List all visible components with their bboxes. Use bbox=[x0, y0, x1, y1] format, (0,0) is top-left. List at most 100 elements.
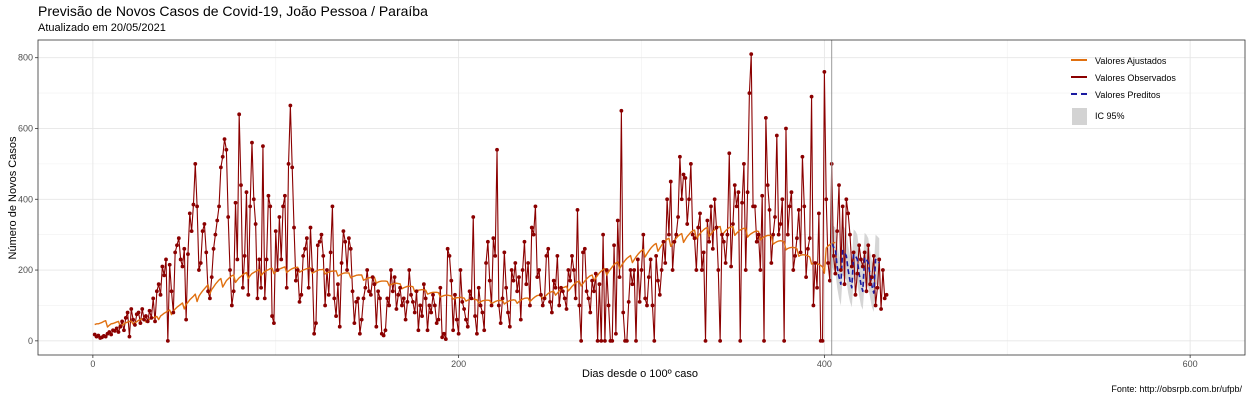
observed-point bbox=[873, 303, 878, 308]
grid-lines bbox=[38, 40, 1245, 355]
observed-point bbox=[440, 335, 445, 340]
observed-point bbox=[551, 278, 556, 283]
observed-point bbox=[235, 257, 240, 262]
observed-point bbox=[725, 232, 730, 237]
observed-point bbox=[524, 282, 529, 287]
observed-point bbox=[485, 239, 490, 244]
observed-point bbox=[723, 261, 728, 265]
observed-point bbox=[398, 285, 402, 290]
legend-key-ajustados bbox=[1070, 52, 1088, 69]
observed-point bbox=[392, 275, 397, 280]
observed-point bbox=[244, 190, 249, 195]
observed-point bbox=[489, 303, 494, 308]
observed-point bbox=[657, 292, 662, 297]
observed-point bbox=[502, 250, 507, 255]
legend-label-ajustados: Valores Ajustados bbox=[1095, 55, 1167, 66]
observed-point bbox=[420, 314, 424, 318]
observed-point bbox=[507, 324, 512, 329]
observed-point bbox=[304, 236, 309, 241]
observed-point bbox=[175, 243, 179, 248]
y-tick-label: 600 bbox=[18, 123, 33, 133]
observed-point bbox=[577, 303, 582, 308]
observed-point bbox=[370, 275, 375, 280]
observed-point bbox=[142, 317, 146, 322]
observed-point bbox=[118, 324, 123, 329]
observed-point bbox=[650, 303, 655, 308]
observed-point bbox=[531, 232, 536, 237]
observed-point bbox=[798, 250, 803, 255]
observed-point bbox=[209, 275, 214, 280]
observed-point bbox=[560, 289, 565, 294]
observed-point bbox=[584, 289, 589, 294]
observed-point bbox=[694, 268, 699, 272]
observed-point bbox=[784, 126, 788, 131]
observed-point bbox=[109, 332, 114, 337]
observed-point bbox=[475, 331, 479, 336]
observed-point bbox=[286, 161, 291, 166]
observed-point bbox=[566, 268, 571, 272]
observed-point bbox=[599, 338, 604, 343]
legend-label-ic95: IC 95% bbox=[1095, 111, 1125, 121]
observed-point bbox=[665, 197, 669, 202]
observed-point bbox=[310, 268, 315, 272]
observed-point bbox=[401, 296, 406, 301]
observed-point bbox=[752, 204, 757, 209]
observed-point bbox=[687, 197, 691, 202]
observed-point bbox=[407, 268, 412, 272]
observed-point bbox=[345, 268, 349, 272]
y-tick-label: 800 bbox=[18, 53, 33, 63]
observed-point bbox=[734, 204, 739, 209]
chart-subtitle: Atualizado em 20/05/2021 bbox=[38, 22, 166, 34]
legend-label-preditos: Valores Preditos bbox=[1095, 89, 1161, 100]
observed-point bbox=[513, 261, 518, 265]
observed-point bbox=[264, 257, 269, 262]
observed-point bbox=[769, 261, 774, 265]
observed-point bbox=[312, 331, 317, 336]
observed-point bbox=[416, 328, 421, 333]
observed-point bbox=[315, 243, 320, 248]
observed-point bbox=[749, 52, 754, 57]
observed-point bbox=[222, 137, 227, 142]
observed-point bbox=[447, 254, 452, 258]
observed-point bbox=[405, 300, 410, 304]
observed-point bbox=[213, 232, 218, 237]
observed-point bbox=[559, 285, 563, 290]
observed-point bbox=[411, 300, 415, 304]
observed-point bbox=[745, 190, 750, 195]
observed-point bbox=[851, 250, 856, 255]
chart-title: Previsão de Novos Casos de Covid-19, Joã… bbox=[38, 3, 428, 19]
observed-point bbox=[471, 215, 476, 219]
plot-border bbox=[37, 39, 1246, 356]
observed-point bbox=[674, 232, 679, 237]
observed-point bbox=[151, 296, 156, 301]
observed-point bbox=[740, 200, 744, 205]
y-axis-label: Número de Novos Casos bbox=[7, 136, 19, 260]
observed-point bbox=[442, 331, 446, 336]
observed-point bbox=[493, 254, 498, 258]
observed-point bbox=[226, 215, 231, 219]
observed-point bbox=[643, 296, 648, 301]
observed-point bbox=[504, 285, 509, 290]
observed-point bbox=[297, 300, 302, 304]
observed-point bbox=[412, 310, 417, 315]
observed-point bbox=[564, 307, 569, 311]
observed-point bbox=[612, 243, 616, 248]
observed-point bbox=[705, 218, 710, 223]
observed-point bbox=[718, 338, 723, 343]
observed-point bbox=[432, 303, 437, 308]
observed-point bbox=[639, 268, 644, 272]
observed-point bbox=[540, 303, 545, 308]
observed-point bbox=[685, 222, 690, 226]
observed-point bbox=[661, 239, 666, 244]
observed-point bbox=[140, 307, 145, 311]
observed-point bbox=[862, 250, 867, 255]
observed-point bbox=[849, 264, 854, 269]
observed-point bbox=[793, 254, 798, 258]
observed-point bbox=[154, 289, 159, 294]
observed-point bbox=[760, 193, 765, 198]
observed-point bbox=[835, 229, 840, 234]
observed-point bbox=[738, 338, 743, 343]
observed-point bbox=[800, 154, 805, 159]
observed-point bbox=[114, 326, 119, 331]
observed-point bbox=[484, 261, 488, 265]
